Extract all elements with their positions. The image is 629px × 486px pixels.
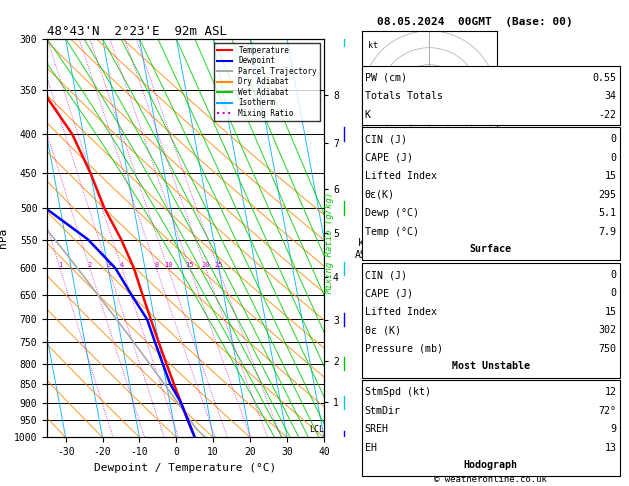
Text: θε (K): θε (K) <box>365 326 401 335</box>
Text: 295: 295 <box>598 190 616 200</box>
Text: 302: 302 <box>598 326 616 335</box>
Text: Mixing Ratio (g/kg): Mixing Ratio (g/kg) <box>326 192 335 294</box>
Text: -22: -22 <box>598 110 616 120</box>
Text: 0: 0 <box>610 153 616 163</box>
Text: Pressure (mb): Pressure (mb) <box>365 344 443 354</box>
Text: StmSpd (kt): StmSpd (kt) <box>365 387 431 397</box>
Text: 20: 20 <box>201 262 210 268</box>
Legend: Temperature, Dewpoint, Parcel Trajectory, Dry Adiabat, Wet Adiabat, Isotherm, Mi: Temperature, Dewpoint, Parcel Trajectory… <box>214 43 320 121</box>
Text: θε(K): θε(K) <box>365 190 395 200</box>
Text: 72°: 72° <box>598 406 616 416</box>
Text: 4: 4 <box>120 262 124 268</box>
Text: 15: 15 <box>604 307 616 317</box>
Text: Most Unstable: Most Unstable <box>452 362 530 371</box>
Text: 9: 9 <box>610 424 616 434</box>
Text: EH: EH <box>365 443 377 452</box>
Text: Lifted Index: Lifted Index <box>365 307 437 317</box>
Text: Hodograph: Hodograph <box>464 460 518 470</box>
Text: 08.05.2024  00GMT  (Base: 00): 08.05.2024 00GMT (Base: 00) <box>377 17 573 27</box>
Text: Surface: Surface <box>470 244 511 254</box>
Text: © weatheronline.co.uk: © weatheronline.co.uk <box>434 474 547 484</box>
Text: 13: 13 <box>604 443 616 452</box>
Text: Lifted Index: Lifted Index <box>365 172 437 181</box>
Text: kt: kt <box>369 41 379 50</box>
Text: 0: 0 <box>610 270 616 280</box>
Text: CIN (J): CIN (J) <box>365 270 407 280</box>
Text: StmDir: StmDir <box>365 406 401 416</box>
Text: 2: 2 <box>87 262 92 268</box>
Text: K: K <box>365 110 371 120</box>
Text: 750: 750 <box>598 344 616 354</box>
Text: 34: 34 <box>604 91 616 101</box>
Text: 5.1: 5.1 <box>598 208 616 218</box>
Text: 8: 8 <box>154 262 159 268</box>
Text: SREH: SREH <box>365 424 389 434</box>
Text: 0.55: 0.55 <box>593 73 616 83</box>
Text: 25: 25 <box>214 262 223 268</box>
Text: 12: 12 <box>604 387 616 397</box>
Text: LCL: LCL <box>309 424 324 434</box>
Text: Totals Totals: Totals Totals <box>365 91 443 101</box>
Text: CAPE (J): CAPE (J) <box>365 153 413 163</box>
Text: CIN (J): CIN (J) <box>365 135 407 144</box>
Text: 0: 0 <box>610 289 616 298</box>
Text: PW (cm): PW (cm) <box>365 73 407 83</box>
Text: 0: 0 <box>610 135 616 144</box>
Y-axis label: km
ASL: km ASL <box>355 238 372 260</box>
Y-axis label: hPa: hPa <box>0 228 8 248</box>
Text: 1: 1 <box>58 262 62 268</box>
Text: 48°43'N  2°23'E  92m ASL: 48°43'N 2°23'E 92m ASL <box>47 25 227 38</box>
Text: Temp (°C): Temp (°C) <box>365 227 419 237</box>
Text: 15: 15 <box>186 262 194 268</box>
Text: 15: 15 <box>604 172 616 181</box>
Text: 10: 10 <box>164 262 172 268</box>
Text: 3: 3 <box>106 262 111 268</box>
Text: Dewp (°C): Dewp (°C) <box>365 208 419 218</box>
X-axis label: Dewpoint / Temperature (°C): Dewpoint / Temperature (°C) <box>94 463 277 473</box>
Text: 7.9: 7.9 <box>598 227 616 237</box>
Text: CAPE (J): CAPE (J) <box>365 289 413 298</box>
